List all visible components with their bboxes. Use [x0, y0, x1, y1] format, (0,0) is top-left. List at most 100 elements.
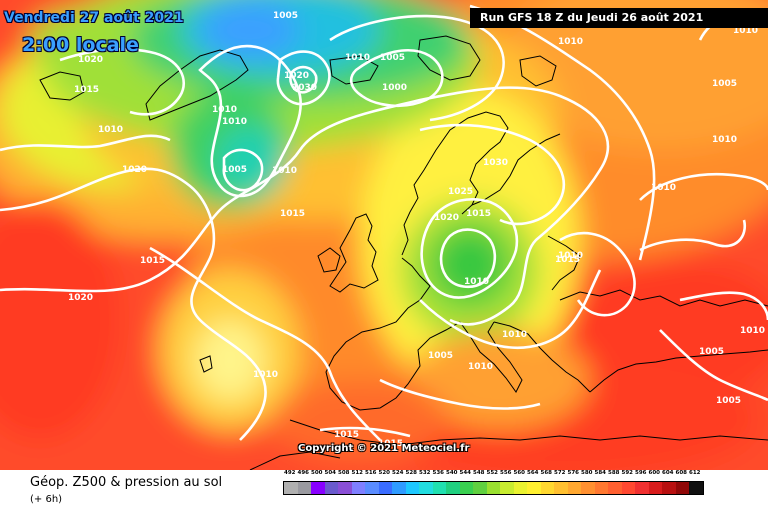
color-scale-swatch	[567, 482, 581, 494]
forecast-time: 2:00 locale	[22, 34, 139, 56]
color-scale-label: 612	[689, 470, 701, 476]
color-scale-label: 600	[648, 470, 660, 476]
color-scale-swatch	[608, 482, 622, 494]
isobar-label: 1010	[733, 26, 758, 36]
coastlines	[39, 35, 768, 470]
color-scale-label: 536	[432, 470, 444, 476]
color-scale-swatch	[338, 482, 352, 494]
color-scale-label: 528	[405, 470, 417, 476]
color-scale-swatch	[689, 482, 703, 494]
model-run-info: Run GFS 18 Z du Jeudi 26 août 2021	[470, 8, 768, 28]
isobar-label: 1005	[712, 79, 737, 89]
geopotential-field	[0, 0, 768, 470]
isobar-label: 1015	[74, 85, 99, 95]
isobar-label: 1010	[740, 326, 765, 336]
color-scale-label: 564	[527, 470, 539, 476]
isobar-label: 1010	[345, 53, 370, 63]
color-scale-swatch	[473, 482, 487, 494]
color-scale-swatch	[540, 482, 554, 494]
isobar-label: 1015	[555, 255, 580, 265]
color-scale-label: 532	[419, 470, 431, 476]
color-scale-label: 592	[621, 470, 633, 476]
color-scale-swatch	[675, 482, 689, 494]
color-scale-swatch	[554, 482, 568, 494]
isobar-label: 1010	[651, 183, 676, 193]
color-scale-swatch	[662, 482, 676, 494]
color-scale-swatch	[351, 482, 365, 494]
isobar-label: 1010	[558, 251, 583, 261]
isobar-label: 1005	[716, 396, 741, 406]
color-scale-label: 576	[567, 470, 579, 476]
color-scale-swatch	[365, 482, 379, 494]
color-scale-swatch	[324, 482, 338, 494]
color-scale-swatch	[297, 482, 311, 494]
isobar-label: 1010	[468, 362, 493, 372]
color-scale-label: 584	[594, 470, 606, 476]
color-scale-label: 500	[311, 470, 323, 476]
isobar-label: 1010	[464, 277, 489, 287]
color-scale-label: 580	[581, 470, 593, 476]
isobar-label: 1005	[222, 165, 247, 175]
color-scale-label: 588	[608, 470, 620, 476]
isobar-label: 1015	[466, 209, 491, 219]
isobar-label: 1015	[378, 439, 403, 449]
color-scale-label: 604	[662, 470, 674, 476]
isobar-label: 1020	[122, 165, 147, 175]
isobar-label: 1030	[483, 158, 508, 168]
isobar-label: 1010	[222, 117, 247, 127]
color-scale-label: 496	[297, 470, 309, 476]
map-subtitle: (+ 6h)	[30, 494, 63, 505]
isobar-label: 1005	[428, 351, 453, 361]
isobar-label: 1005	[273, 11, 298, 21]
copyright: Copyright © 2021 Meteociel.fr	[298, 443, 470, 454]
isobar-label: 1010	[558, 37, 583, 47]
color-scale-label: 552	[486, 470, 498, 476]
isobar-label: 1010	[502, 330, 527, 340]
color-scale-label: 540	[446, 470, 458, 476]
isobar-label: 1010	[253, 370, 278, 380]
map-footer: Géop. Z500 & pression au sol (+ 6h) 492 4…	[0, 470, 768, 512]
color-scale-label: 568	[540, 470, 552, 476]
forecast-date: Vendredi 27 août 2021	[4, 10, 184, 26]
color-scale-swatch	[459, 482, 473, 494]
color-scale-swatch	[527, 482, 541, 494]
color-scale-swatch	[311, 482, 325, 494]
isobar-label: 1000	[382, 83, 407, 93]
isobar-label: 1015	[334, 430, 359, 440]
color-scale-swatch	[392, 482, 406, 494]
color-scale-label: 504	[324, 470, 336, 476]
color-scale-swatch	[621, 482, 635, 494]
isobar-label: 1020	[434, 213, 459, 223]
map-title: Géop. Z500 & pression au sol	[30, 475, 223, 490]
color-scale-label: 608	[675, 470, 687, 476]
isobar-label: 1010	[272, 166, 297, 176]
color-scale-swatch	[648, 482, 662, 494]
color-scale-label: 520	[378, 470, 390, 476]
color-scale-labels: 492 496 500 504 508 512 516 520 524 528 532 536 540 5…	[283, 470, 702, 476]
color-scale-swatch	[405, 482, 419, 494]
isobar-label: 1010	[98, 125, 123, 135]
color-scale-swatch	[486, 482, 500, 494]
isobar-label: 1015	[140, 256, 165, 266]
isobar-label: 1020	[68, 293, 93, 303]
color-scale-swatch	[419, 482, 433, 494]
color-scale-swatch	[284, 482, 298, 494]
isobar-label: 1020	[78, 55, 103, 65]
color-scale-swatch	[446, 482, 460, 494]
color-scale-label: 516	[365, 470, 377, 476]
color-scale-label: 508	[338, 470, 350, 476]
color-scale-swatch	[581, 482, 595, 494]
color-scale-swatch	[635, 482, 649, 494]
isobar-label: 1010	[212, 105, 237, 115]
isobar-label: 1005	[699, 347, 724, 357]
isobar-label: 1020	[284, 71, 309, 81]
isobars	[0, 4, 768, 441]
color-scale-label: 524	[392, 470, 404, 476]
color-scale	[283, 481, 704, 495]
color-scale-swatch	[594, 482, 608, 494]
color-scale-label: 556	[500, 470, 512, 476]
color-scale-label: 596	[635, 470, 647, 476]
color-scale-swatch	[378, 482, 392, 494]
color-scale-label: 548	[473, 470, 485, 476]
color-scale-label: 492	[284, 470, 296, 476]
